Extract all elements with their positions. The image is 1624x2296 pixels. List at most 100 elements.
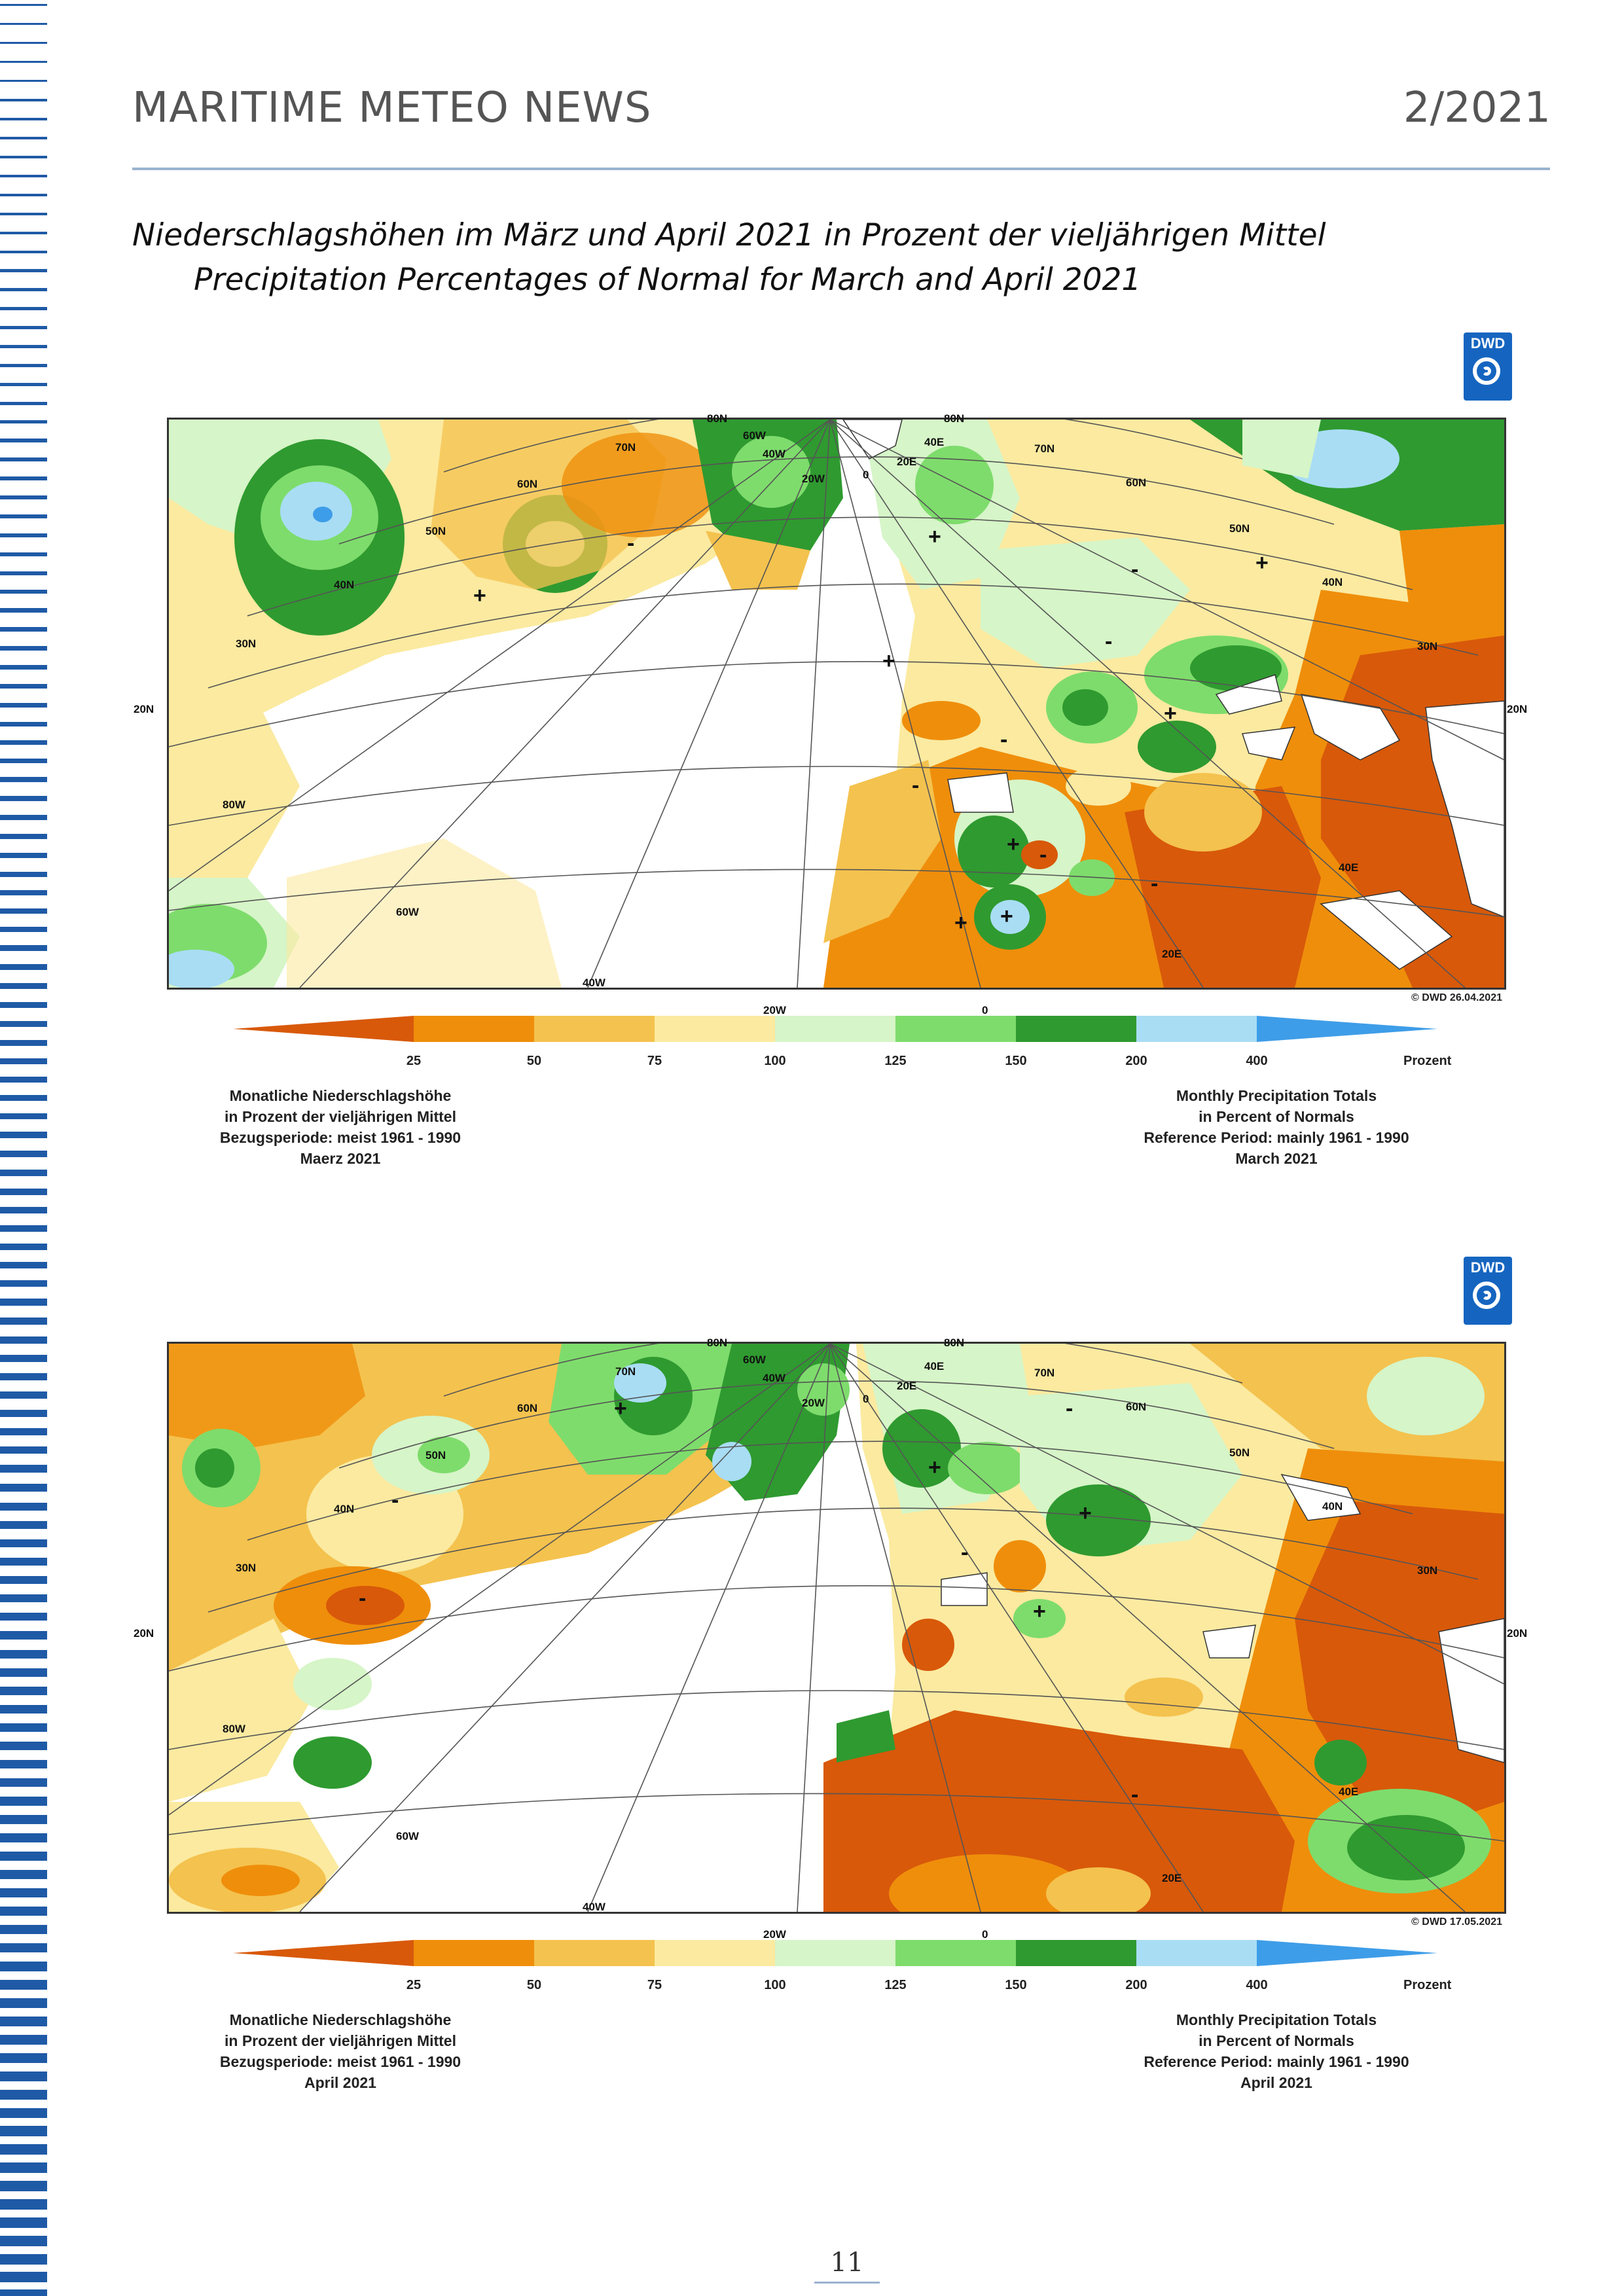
colorbar-segment-3 — [655, 1016, 776, 1042]
label-0-top: 0 — [863, 1393, 869, 1405]
label-20w-top: 20W — [802, 1397, 825, 1409]
label-30n-left: 30N — [236, 637, 257, 650]
colorbar-segment-2 — [534, 1016, 655, 1042]
label-60w-top: 60W — [743, 429, 766, 442]
svg-text:+: + — [1255, 550, 1269, 575]
header-divider — [132, 168, 1550, 170]
label-20n-right: 20N — [1507, 1627, 1528, 1640]
svg-text:+: + — [1079, 1501, 1092, 1526]
notes-german-april: Monatliche Niederschlagshöhe in Prozent d… — [219, 2011, 461, 2091]
colorbar-march — [233, 1016, 1437, 1042]
label-30n-left: 30N — [236, 1562, 257, 1574]
label-30n-right: 30N — [1417, 640, 1438, 653]
svg-text:+: + — [928, 1455, 941, 1480]
label-40e-top: 40E — [924, 436, 945, 448]
colorbar-tick-label: 125 — [884, 1054, 907, 1068]
copyright-march: © DWD 26.04.2021 — [1411, 992, 1502, 1003]
map-april: + + + - + - - - - — [167, 1342, 1506, 1914]
label-20e: 20E — [1162, 948, 1182, 960]
label-20n-right: 20N — [1507, 703, 1528, 715]
label-0-top: 0 — [863, 469, 869, 481]
label-50n-right: 50N — [1229, 1446, 1250, 1459]
svg-text:+: + — [954, 910, 967, 935]
colorbar-segment-5 — [895, 1016, 1017, 1042]
label-70n-left: 70N — [615, 441, 636, 454]
colorbar-tick-label: 50 — [526, 1978, 542, 1992]
colorbar-segment-4 — [775, 1016, 896, 1042]
notes-english-march: Monthly Precipitation Totals in Percent o… — [1144, 1087, 1409, 1167]
label-0: 0 — [982, 1928, 988, 1941]
label-50n-left: 50N — [425, 1449, 446, 1462]
colorbar-tick-label: 100 — [764, 1978, 786, 1992]
colorbar-segment-6 — [1016, 1016, 1137, 1042]
label-40w: 40W — [583, 1901, 605, 1913]
colorbar-tick-label: 200 — [1125, 1978, 1147, 1992]
notes-english-april: Monthly Precipitation Totals in Percent o… — [1144, 2011, 1409, 2091]
copyright-april: © DWD 17.05.2021 — [1411, 1916, 1502, 1928]
label-80w: 80W — [223, 1723, 245, 1735]
svg-text:-: - — [1151, 871, 1158, 896]
label-60n-left: 60N — [517, 478, 538, 490]
label-20n-left: 20N — [134, 1627, 154, 1640]
label-60w: 60W — [396, 1830, 419, 1842]
colorbar-segment-lt25 — [233, 1016, 414, 1042]
colorbar-tick-label: 125 — [884, 1978, 907, 1992]
svg-text:-: - — [961, 1540, 968, 1565]
colorbar-segment-4 — [775, 1940, 896, 1966]
label-40w-top: 40W — [763, 448, 785, 460]
label-40n-right: 40N — [1322, 576, 1343, 588]
label-50n-right: 50N — [1229, 522, 1250, 535]
colorbar-tick-label: 75 — [647, 1978, 662, 1992]
caption-english: Precipitation Percentages of Normal for … — [194, 262, 1142, 298]
svg-text:+: + — [1007, 832, 1020, 857]
colorbar-segment-gt400 — [1257, 1016, 1437, 1042]
label-0: 0 — [982, 1004, 988, 1016]
svg-text:+: + — [882, 649, 895, 673]
label-60n-left: 60N — [517, 1402, 538, 1414]
label-60w-top: 60W — [743, 1354, 766, 1366]
side-stripe-decoration — [0, 4, 47, 2296]
label-60n-right: 60N — [1126, 1401, 1147, 1413]
colorbar-ticks-march: 25 50 75 100 125 150 200 400 Prozent — [233, 1054, 1464, 1072]
colorbar-segment-3 — [655, 1940, 776, 1966]
label-40w-top: 40W — [763, 1372, 785, 1384]
colorbar-segment-7 — [1136, 1940, 1257, 1966]
svg-text:-: - — [1066, 1396, 1073, 1421]
label-80w: 80W — [223, 798, 245, 811]
label-70n-right: 70N — [1034, 442, 1055, 455]
colorbar-segment-5 — [895, 1940, 1017, 1966]
colorbar-tick-label: 150 — [1005, 1978, 1027, 1992]
svg-text:-: - — [391, 1488, 399, 1513]
label-40n-left: 40N — [334, 1503, 355, 1515]
colorbar-tick-label: 400 — [1246, 1978, 1268, 1992]
label-40e: 40E — [1339, 1785, 1359, 1798]
page-number: 11 — [830, 2248, 864, 2278]
label-80n-a: 80N — [707, 412, 728, 425]
colorbar-tick-label: 75 — [647, 1054, 662, 1068]
label-30n-right: 30N — [1417, 1564, 1438, 1577]
svg-text:-: - — [1131, 557, 1138, 582]
colorbar-segment-7 — [1136, 1016, 1257, 1042]
label-40w: 40W — [583, 977, 605, 989]
label-40e-top: 40E — [924, 1360, 945, 1372]
colorbar-segment-1 — [414, 1016, 535, 1042]
svg-text:-: - — [1000, 727, 1007, 752]
colorbar-tick-label: 25 — [406, 1054, 422, 1068]
colorbar-ticks-april: 25 50 75 100 125 150 200 400 Prozent — [233, 1978, 1464, 1996]
dwd-logo: DWD — [1464, 332, 1512, 401]
page-number-underline — [814, 2282, 880, 2284]
svg-text:+: + — [473, 583, 486, 608]
colorbar-tick-label: 50 — [526, 1054, 542, 1068]
label-80n-b: 80N — [944, 1336, 965, 1349]
label-40n-left: 40N — [334, 579, 355, 591]
label-20e-top: 20E — [897, 456, 917, 468]
svg-text:+: + — [1033, 1599, 1046, 1624]
figure-april: DWD — [118, 1257, 1532, 2101]
svg-text:+: + — [1164, 701, 1177, 726]
colorbar-tick-label: 25 — [406, 1978, 422, 1992]
svg-text:+: + — [614, 1396, 627, 1421]
svg-text:-: - — [627, 531, 634, 556]
header-issue-number: 2/2021 — [1403, 84, 1551, 132]
map-march: + + + - + - + - - - + - + + - — [167, 418, 1506, 990]
colorbar-segment-1 — [414, 1940, 535, 1966]
